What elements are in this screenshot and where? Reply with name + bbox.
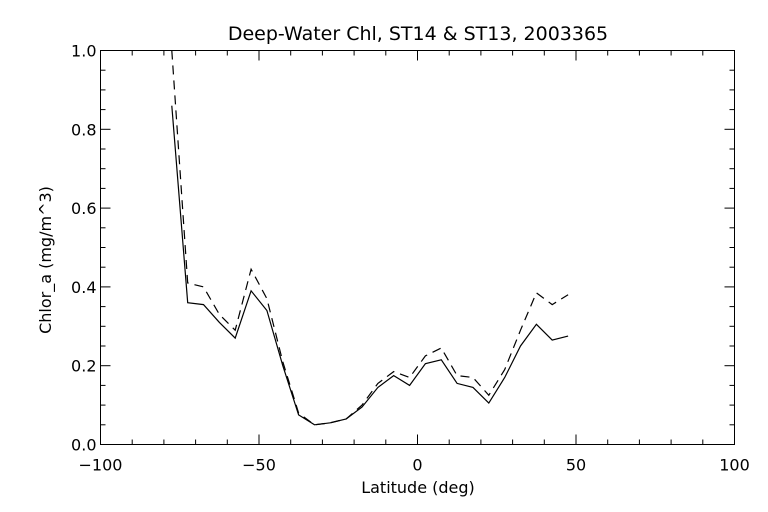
x-tick-label: −100 xyxy=(79,456,123,475)
x-tick-label: −50 xyxy=(242,456,276,475)
y-tick-label: 1.0 xyxy=(71,42,96,61)
x-axis-label: Latitude (deg) xyxy=(361,478,475,497)
x-tick-label: 100 xyxy=(719,456,750,475)
series-lines xyxy=(171,50,569,426)
x-tick-label: 0 xyxy=(412,456,422,475)
y-tick-label: 0.0 xyxy=(71,436,96,455)
y-axis-label: Chlor_a (mg/m^3) xyxy=(36,186,56,334)
series-line-1-solid xyxy=(171,105,569,426)
chart-title: Deep-Water Chl, ST14 & ST13, 2003365 xyxy=(228,23,608,45)
x-tick-label: 50 xyxy=(566,456,586,475)
y-tick-label: 0.6 xyxy=(71,199,96,218)
y-tick-label: 0.8 xyxy=(71,120,96,139)
y-tick-label: 0.2 xyxy=(71,357,96,376)
series-line-2-dashed xyxy=(171,50,569,426)
y-tick-labels: 0.0 0.2 0.4 0.6 0.8 1.0 xyxy=(71,42,96,455)
axis-ticks xyxy=(100,50,735,445)
plot-frame xyxy=(100,50,735,445)
y-tick-label: 0.4 xyxy=(71,278,96,297)
x-tick-labels: −100 −50 0 50 100 xyxy=(79,456,750,475)
